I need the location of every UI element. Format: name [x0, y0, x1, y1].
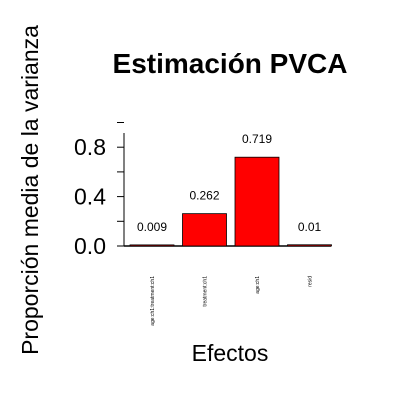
x-tick-label-0: age:ch1:treatment:ch1 [150, 276, 156, 326]
y-tick-label-1: 0.4 [74, 184, 106, 210]
data-label-0: 0.009 [137, 220, 167, 234]
data-labels: 0.009 0.262 0.719 0.01 [137, 132, 322, 234]
bar-0 [129, 244, 175, 247]
x-ticks: age:ch1:treatment:ch1 treatment:ch1 age:ch… [150, 276, 314, 326]
data-label-3: 0.01 [298, 220, 322, 234]
x-tick-label-3: resid [308, 276, 314, 287]
bar-1 [182, 213, 227, 247]
y-tick-label-2: 0.8 [74, 134, 106, 160]
data-label-1: 0.262 [189, 189, 219, 203]
y-tick-label-0: 0.0 [74, 233, 106, 259]
x-axis-label: Efectos [192, 340, 269, 366]
bar-2 [234, 156, 280, 247]
x-tick-label-2: age:ch1 [255, 276, 261, 294]
bar-3 [287, 244, 332, 247]
x-tick-label-1: treatment:ch1 [203, 276, 209, 307]
y-axis-label: Proporción media de la varianza [17, 25, 43, 355]
y-ticks: 0.0 0.4 0.8 [74, 122, 124, 259]
bars [129, 156, 332, 247]
data-label-2: 0.719 [242, 132, 272, 146]
chart-title: Estimación PVCA [113, 48, 348, 79]
